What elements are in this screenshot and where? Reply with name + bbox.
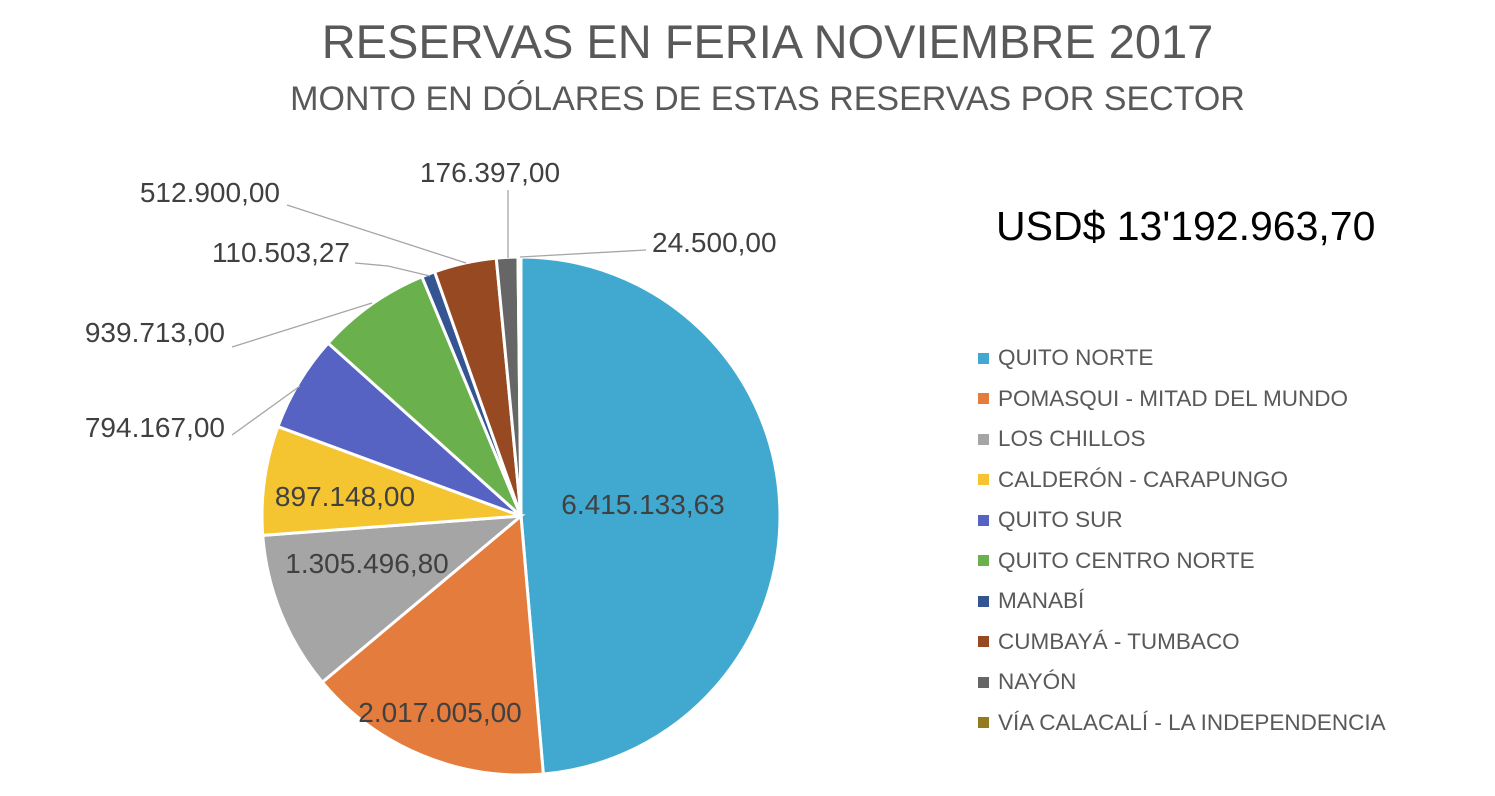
legend-label: NAYÓN — [998, 669, 1077, 695]
legend-label: CALDERÓN - CARAPUNGO — [998, 466, 1289, 492]
chart-subtitle: MONTO EN DÓLARES DE ESTAS RESERVAS POR S… — [290, 80, 1245, 118]
leader-line-9 — [519, 249, 647, 258]
legend-label: QUITO CENTRO NORTE — [998, 547, 1255, 573]
pie-slice-3 — [260, 424, 522, 537]
legend-swatch — [978, 514, 989, 526]
legend-label: LOS CHILLOS — [998, 426, 1146, 452]
data-label-1: 2.017.005,00 — [358, 697, 522, 728]
data-label-2: 1.305.496,80 — [285, 548, 449, 579]
legend-item: NAYÓN — [978, 662, 1386, 703]
legend-label: QUITO NORTE — [998, 345, 1154, 371]
legend-swatch — [978, 595, 989, 607]
legend-label: MANABÍ — [998, 588, 1085, 614]
leader-line-7 — [286, 204, 467, 264]
data-label-8: 176.397,00 — [420, 157, 560, 188]
legend-item: VÍA CALACALÍ - LA INDEPENDENCIA — [978, 703, 1386, 744]
data-label-3: 897.148,00 — [275, 481, 415, 512]
data-label-4: 794.167,00 — [85, 412, 225, 443]
legend-item: LOS CHILLOS — [978, 419, 1386, 460]
legend-item: CALDERÓN - CARAPUNGO — [978, 460, 1386, 501]
legend-swatch — [978, 717, 989, 729]
legend-label: VÍA CALACALÍ - LA INDEPENDENCIA — [998, 709, 1386, 735]
legend-label: POMASQUI - MITAD DEL MUNDO — [998, 385, 1349, 411]
legend-label: CUMBAYÁ - TUMBACO — [998, 628, 1240, 654]
legend-swatch — [978, 474, 989, 486]
total-annotation: USD$ 13'192.963,70 — [996, 203, 1376, 249]
legend-item: POMASQUI - MITAD DEL MUNDO — [978, 379, 1386, 420]
leader-line-4 — [231, 385, 301, 436]
legend-item: QUITO SUR — [978, 500, 1386, 541]
pie-slice-2 — [261, 514, 526, 685]
legend-label: QUITO SUR — [998, 507, 1123, 533]
legend-swatch — [978, 393, 989, 405]
pie-slice-0 — [519, 255, 782, 776]
data-label-0: 6.415.133,63 — [561, 489, 725, 520]
data-label-9: 24.500,00 — [652, 227, 777, 258]
legend: QUITO NORTE POMASQUI - MITAD DEL MUNDO LOS… — [978, 338, 1386, 743]
data-label-7: 512.900,00 — [140, 177, 280, 208]
legend-item: QUITO NORTE — [978, 338, 1386, 379]
legend-swatch — [978, 555, 989, 567]
legend-swatch — [978, 352, 989, 364]
data-label-5: 939.713,00 — [85, 317, 225, 348]
leader-line-6 — [354, 262, 431, 277]
chart-title: RESERVAS EN FERIA NOVIEMBRE 2017 — [321, 15, 1214, 68]
legend-swatch — [978, 636, 989, 648]
pie-slice-1 — [320, 513, 545, 777]
legend-item: MANABÍ — [978, 581, 1386, 622]
leader-line-5 — [231, 302, 373, 348]
legend-swatch — [978, 676, 989, 688]
legend-item: CUMBAYÁ - TUMBACO — [978, 622, 1386, 663]
data-label-6: 110.503,27 — [212, 237, 350, 268]
legend-item: QUITO CENTRO NORTE — [978, 541, 1386, 582]
pie-slice-5 — [325, 274, 523, 518]
legend-swatch — [978, 433, 989, 445]
